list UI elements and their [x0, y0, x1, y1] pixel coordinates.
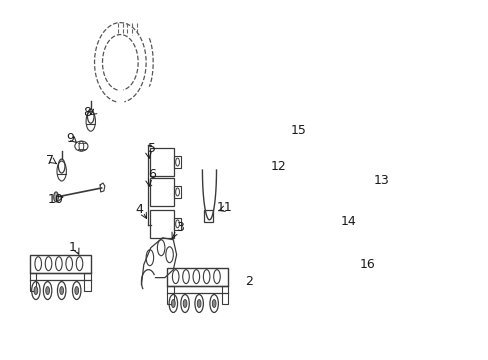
Bar [262, 175, 268, 179]
Bar [174, 156, 181, 168]
Bar [150, 210, 174, 238]
Text: 13: 13 [373, 174, 389, 186]
Bar [174, 218, 181, 230]
Text: 12: 12 [270, 159, 285, 172]
Bar [262, 190, 268, 194]
Circle shape [183, 300, 186, 307]
Text: 10: 10 [48, 193, 64, 206]
Text: 3: 3 [176, 221, 183, 234]
Text: 9: 9 [66, 132, 74, 145]
Bar [277, 270, 314, 285]
Bar [354, 195, 356, 203]
Bar [30, 255, 91, 273]
Bar [300, 202, 332, 232]
Circle shape [197, 300, 201, 307]
Bar [357, 195, 360, 203]
Text: 7: 7 [46, 154, 54, 167]
Bar [167, 268, 228, 285]
Bar [174, 186, 181, 198]
Bar [262, 200, 268, 204]
Bar [150, 148, 174, 176]
Bar [30, 273, 36, 291]
Text: 11: 11 [217, 201, 232, 215]
Bar [167, 285, 173, 303]
Circle shape [60, 287, 63, 294]
Text: 1: 1 [69, 241, 77, 254]
Text: 16: 16 [359, 258, 375, 271]
Circle shape [46, 287, 49, 294]
Text: 4: 4 [135, 203, 142, 216]
Circle shape [34, 287, 38, 294]
Text: 8: 8 [83, 106, 91, 119]
Bar [347, 187, 364, 209]
Bar [221, 285, 228, 303]
Circle shape [54, 192, 58, 202]
Bar [262, 180, 268, 184]
Text: 15: 15 [290, 124, 306, 137]
Circle shape [171, 300, 175, 307]
Circle shape [212, 300, 216, 307]
Bar [262, 185, 268, 189]
Text: 2: 2 [245, 275, 253, 288]
Circle shape [75, 287, 79, 294]
Bar [204, 210, 212, 222]
Text: 6: 6 [147, 167, 155, 180]
Text: 5: 5 [147, 141, 156, 155]
Bar [262, 195, 268, 199]
Bar [150, 178, 174, 206]
Bar [277, 285, 283, 301]
Text: 14: 14 [340, 215, 356, 228]
Bar [350, 195, 352, 203]
Bar [84, 273, 91, 291]
Bar [361, 195, 364, 203]
